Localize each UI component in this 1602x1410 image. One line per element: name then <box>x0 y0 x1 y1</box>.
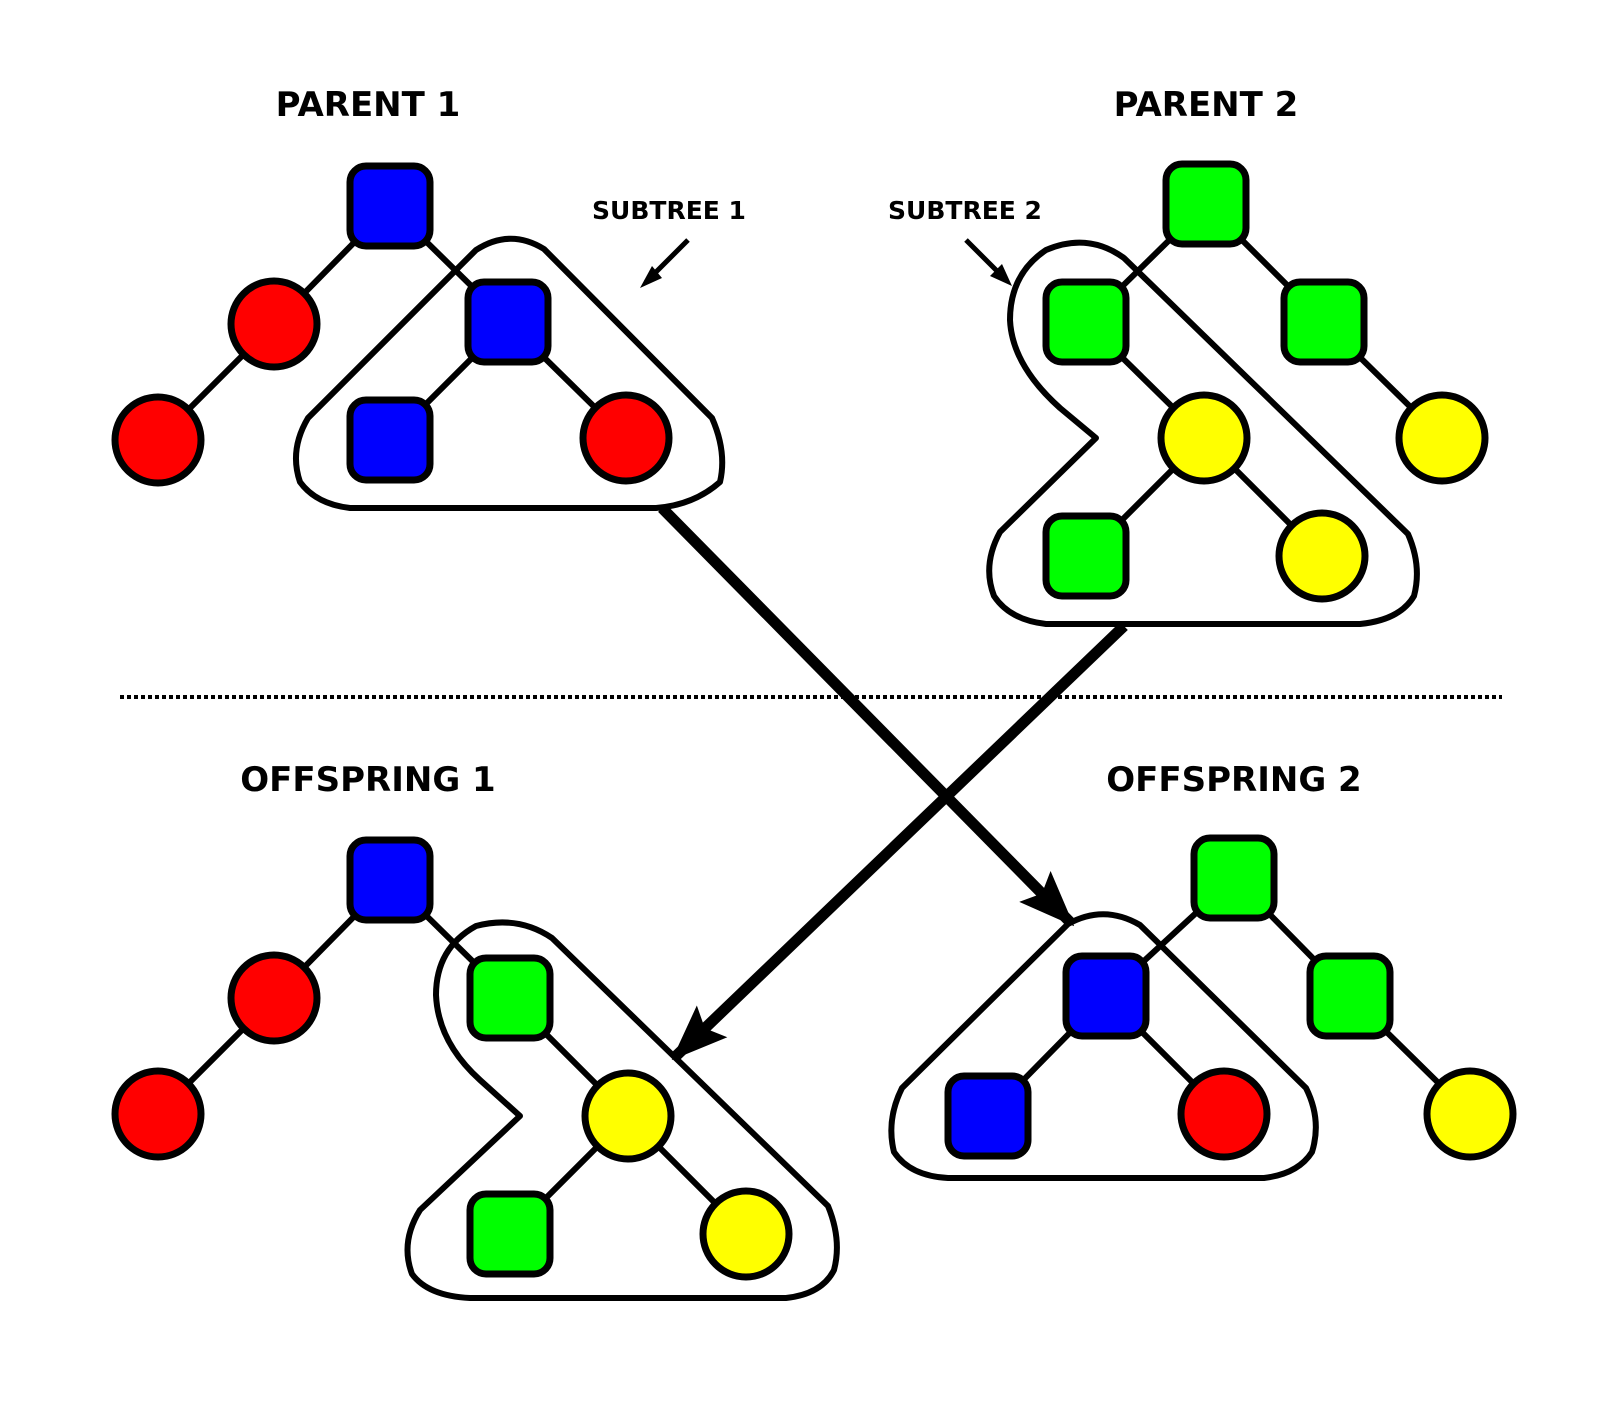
yellow-circle-node <box>581 1069 675 1163</box>
red-circle-node <box>227 277 321 371</box>
yellow-circle-node <box>1275 509 1369 603</box>
yellow-circle-node <box>1157 391 1251 485</box>
offspring2-title: OFFSPRING 2 <box>1106 760 1361 800</box>
blue-square-node <box>346 836 434 924</box>
red-circle-node <box>227 951 321 1045</box>
yellow-circle-node <box>1423 1067 1517 1161</box>
red-circle-node <box>1177 1067 1271 1161</box>
subtree1-label: SUBTREE 1 <box>592 196 746 225</box>
parent2-title: PARENT 2 <box>1114 85 1299 125</box>
crossover-arrow-subtree2-to-offspring1 <box>671 622 1128 1061</box>
subtree1-outline <box>293 235 726 511</box>
parent1-title: PARENT 1 <box>276 85 461 125</box>
green-square-node <box>1162 160 1250 248</box>
blue-square-node <box>1062 952 1150 1040</box>
green-square-node <box>1190 834 1278 922</box>
green-square-node <box>1042 278 1130 366</box>
crossover-arrow-subtree1-to-offspring2 <box>658 504 1075 927</box>
subtree1-pointer-arrowhead <box>640 266 662 288</box>
yellow-circle-node <box>1395 391 1489 485</box>
offspring1-title: OFFSPRING 1 <box>240 760 495 800</box>
green-square-node <box>1280 278 1368 366</box>
offspring2-subtree-outline <box>888 911 1319 1181</box>
red-circle-node <box>111 393 205 487</box>
yellow-circle-node <box>699 1187 793 1281</box>
offspring1-subtree-outline <box>404 919 840 1301</box>
blue-square-node <box>346 396 434 484</box>
green-square-node <box>1042 512 1130 600</box>
green-square-node <box>466 954 554 1042</box>
green-square-node <box>466 1190 554 1278</box>
red-circle-node <box>579 391 673 485</box>
red-circle-node <box>111 1067 205 1161</box>
blue-square-node <box>464 278 552 366</box>
blue-square-node <box>944 1072 1032 1160</box>
blue-square-node <box>346 162 434 250</box>
subtree2-outline <box>986 239 1420 627</box>
green-square-node <box>1306 952 1394 1040</box>
subtree2-label: SUBTREE 2 <box>888 196 1042 225</box>
subtree2-pointer-arrowhead <box>990 264 1012 286</box>
